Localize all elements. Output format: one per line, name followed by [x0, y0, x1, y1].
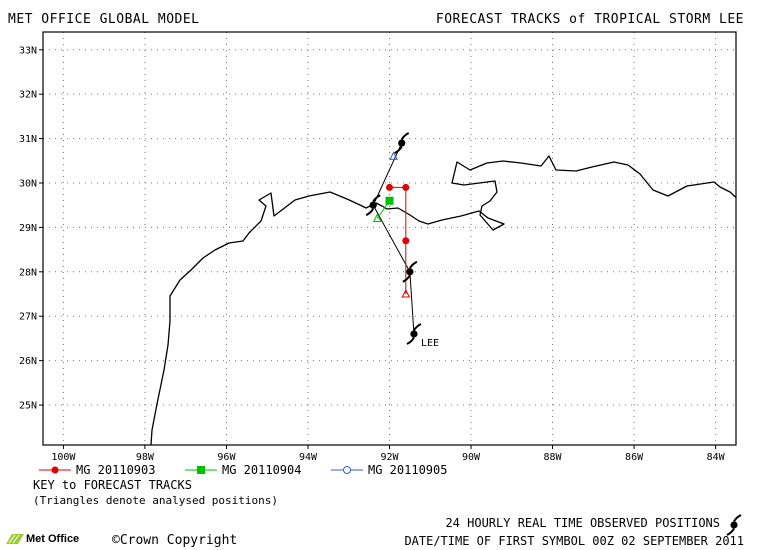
lat-tick-label: 27N: [19, 312, 37, 323]
forecast-track-line: [389, 186, 407, 295]
observed-storm-symbol: [402, 260, 418, 283]
legend-label: MG 20110905: [368, 463, 448, 477]
lon-tick-label: 100W: [51, 452, 76, 463]
storm-name-label: LEE: [421, 338, 439, 349]
lat-tick-label: 32N: [19, 90, 37, 101]
forecast-tracks: LEE: [365, 132, 439, 349]
map-frame: [42, 31, 737, 446]
lon-tick-label: 86W: [625, 452, 644, 463]
observed-positions-note: 24 HOURLY REAL TIME OBSERVED POSITIONS: [445, 516, 720, 530]
lon-tick-label: 88W: [544, 452, 563, 463]
observed-storm-symbol: [394, 132, 410, 154]
forecast-position-marker: [402, 237, 410, 245]
key-note: (Triangles denote analysed positions): [33, 494, 279, 507]
hurricane-symbol-icon: [726, 514, 742, 536]
copyright-icon: ©: [112, 533, 120, 548]
map-provider-title: MET OFFICE GLOBAL MODEL: [8, 12, 200, 27]
legend-item-mg-20110905: MG 20110905: [330, 463, 447, 477]
first-symbol-datetime: DATE/TIME OF FIRST SYMBOL 00Z 02 SEPTEMB…: [404, 534, 744, 548]
lat-tick-label: 31N: [19, 134, 37, 145]
met-office-logo: Met Office: [4, 533, 79, 545]
map-grid: 100W 98W 96W 94W 92W 90W 88W 86W 84W 33N 32N 31N 30N…: [19, 32, 736, 463]
legend-label: MG 20110903: [76, 463, 156, 477]
lon-tick-label: 84W: [707, 452, 726, 463]
key-title: KEY to FORECAST TRACKS: [33, 478, 192, 492]
analysed-position-marker: [401, 288, 411, 298]
met-office-logo-icon: [6, 534, 24, 544]
copyright: ©Crown Copyright: [112, 533, 237, 548]
observed-storm-symbol: [406, 323, 422, 345]
lat-tick-label: 30N: [19, 178, 37, 189]
observed-storm-symbol: [365, 194, 381, 217]
analysed-position-marker: [389, 151, 398, 160]
map-title: FORECAST TRACKS of TROPICAL STORM LEE: [435, 12, 744, 27]
copyright-text: Crown Copyright: [119, 533, 238, 548]
observed-track-line: [372, 142, 415, 335]
forecast-position-marker: [402, 183, 410, 191]
analysed-position-marker: [372, 213, 382, 223]
lat-tick-label: 29N: [19, 223, 37, 234]
legend-item-mg-20110903: MG 20110903: [38, 463, 155, 477]
met-office-logo-text: Met Office: [26, 533, 80, 545]
red-circle-marker-icon: [39, 466, 71, 474]
legend-label: MG 20110904: [222, 463, 302, 477]
blue-open-circle-marker-icon: [331, 466, 363, 474]
green-square-marker-icon: [185, 466, 217, 474]
lat-tick-label: 28N: [19, 267, 37, 278]
lat-tick-label: 26N: [19, 356, 37, 367]
lon-tick-label: 94W: [299, 452, 318, 463]
lon-tick-label: 98W: [136, 452, 155, 463]
forecast-position-marker: [386, 183, 393, 191]
legend-item-mg-20110904: MG 20110904: [184, 463, 301, 477]
lon-tick-label: 96W: [217, 452, 236, 463]
lat-tick-label: 25N: [19, 401, 37, 412]
forecast-position-marker: [385, 196, 394, 205]
lon-tick-label: 90W: [462, 452, 481, 463]
gulf-coastline: [150, 155, 736, 445]
lon-tick-label: 92W: [380, 452, 399, 463]
lat-tick-label: 33N: [19, 45, 37, 56]
